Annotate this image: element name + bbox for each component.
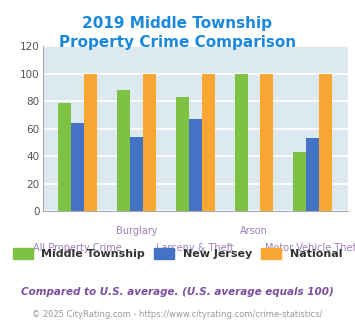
- Text: Motor Vehicle Theft: Motor Vehicle Theft: [265, 243, 355, 252]
- Bar: [71, 123, 84, 211]
- Bar: [319, 74, 332, 211]
- Text: All Property Crime: All Property Crime: [33, 243, 122, 252]
- Bar: [59, 103, 71, 211]
- Bar: [117, 90, 130, 211]
- Text: Arson: Arson: [240, 226, 268, 236]
- Bar: [176, 97, 189, 211]
- Bar: [306, 138, 319, 211]
- Text: Compared to U.S. average. (U.S. average equals 100): Compared to U.S. average. (U.S. average …: [21, 287, 334, 297]
- Bar: [293, 152, 306, 211]
- Bar: [143, 74, 156, 211]
- Text: Burglary: Burglary: [116, 226, 157, 236]
- Text: Larceny & Theft: Larceny & Theft: [156, 243, 234, 252]
- Bar: [130, 137, 143, 211]
- Bar: [84, 74, 97, 211]
- Text: 2019 Middle Township: 2019 Middle Township: [82, 16, 273, 31]
- Legend: Middle Township, New Jersey, National: Middle Township, New Jersey, National: [8, 243, 347, 263]
- Bar: [202, 74, 215, 211]
- Text: Property Crime Comparison: Property Crime Comparison: [59, 35, 296, 50]
- Bar: [189, 119, 202, 211]
- Bar: [261, 74, 273, 211]
- Bar: [235, 74, 247, 211]
- Text: © 2025 CityRating.com - https://www.cityrating.com/crime-statistics/: © 2025 CityRating.com - https://www.city…: [32, 310, 323, 319]
